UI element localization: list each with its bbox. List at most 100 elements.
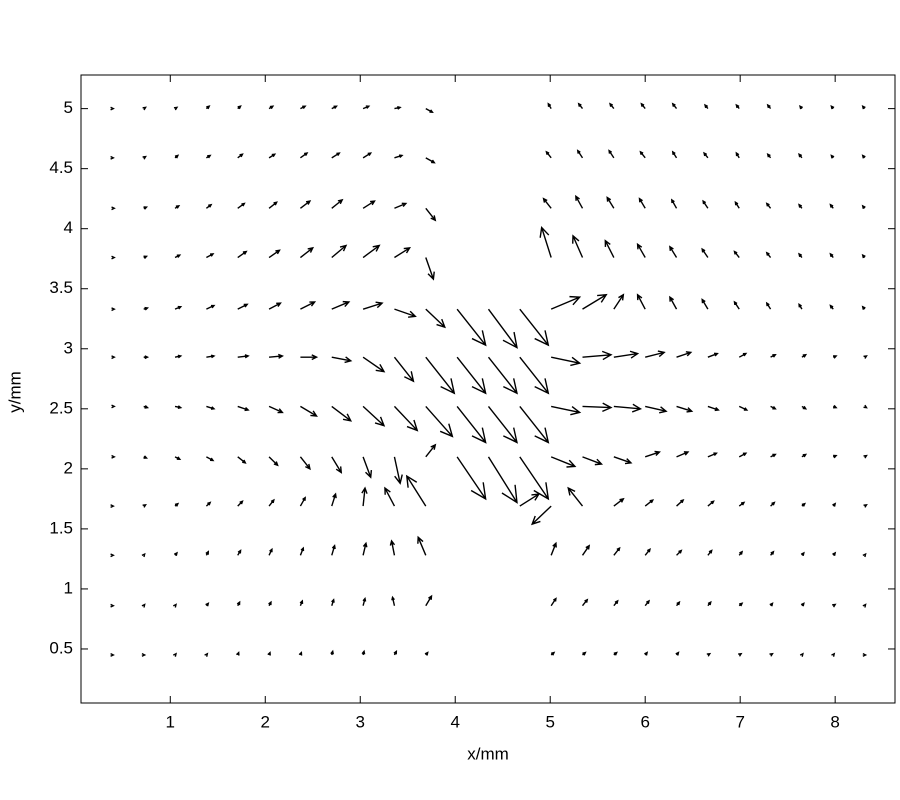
arrow [110, 603, 115, 608]
arrow [829, 203, 834, 209]
arrow [206, 456, 215, 462]
arrow [330, 649, 334, 656]
arrow [487, 308, 518, 349]
arrow [862, 603, 867, 608]
arrow [425, 308, 446, 329]
arrow [331, 456, 343, 474]
arrow [738, 652, 743, 657]
arrow [582, 350, 613, 361]
arrow [143, 405, 150, 409]
arrow [638, 197, 646, 209]
arrow [142, 106, 147, 111]
arrow [550, 597, 557, 607]
arrow [237, 105, 242, 110]
arrow [639, 150, 646, 159]
arrow [670, 198, 678, 209]
arrow [362, 541, 368, 556]
arrow [111, 206, 116, 211]
arrow [237, 202, 246, 209]
arrow [604, 239, 615, 258]
arrow [111, 255, 116, 260]
arrow [765, 301, 772, 310]
arrow [567, 486, 584, 507]
arrow [267, 651, 271, 656]
arrow [173, 106, 179, 111]
arrow [707, 600, 712, 607]
y-tick-label: 4 [64, 218, 73, 237]
arrow [425, 257, 435, 281]
arrow [581, 598, 589, 607]
arrow [733, 250, 740, 258]
arrow [863, 454, 868, 459]
arrow [519, 356, 550, 395]
arrow [362, 200, 376, 209]
arrow [393, 456, 403, 485]
arrow [394, 202, 408, 209]
arrow [237, 500, 244, 507]
arrow [394, 308, 417, 318]
arrow [832, 603, 837, 608]
y-tick-label: 3 [64, 338, 73, 357]
arrow [530, 505, 552, 526]
arrow [268, 153, 277, 159]
arrow [391, 595, 396, 606]
arrow [331, 105, 338, 110]
arrow [582, 402, 613, 412]
arrow [575, 194, 584, 209]
arrow [675, 600, 681, 607]
arrow [143, 206, 149, 210]
arrow [393, 405, 419, 432]
arrow [576, 149, 584, 159]
arrow [237, 153, 244, 159]
arrow [738, 501, 746, 507]
arrow [640, 102, 646, 110]
arrow [519, 456, 550, 501]
arrow [613, 403, 643, 413]
arrow [174, 456, 182, 460]
x-axis-label: x/mm [467, 744, 509, 763]
arrow [545, 150, 552, 159]
arrow [456, 405, 487, 444]
arrow [143, 306, 150, 311]
arrow [613, 456, 633, 465]
arrow [738, 405, 749, 411]
arrow [765, 202, 772, 209]
arrow [519, 493, 541, 507]
arrow [362, 105, 371, 110]
y-tick-label: 1.5 [49, 518, 73, 537]
arrow [174, 154, 180, 159]
arrow [300, 152, 309, 159]
arrow [832, 404, 838, 409]
arrow [362, 596, 367, 606]
arrow [770, 354, 777, 358]
arrow [519, 405, 550, 444]
arrow [669, 245, 678, 258]
arrow [143, 355, 150, 360]
arrow [141, 552, 146, 558]
arrow [707, 405, 720, 412]
arrow [362, 405, 386, 427]
arrow [613, 293, 625, 310]
arrow [703, 151, 709, 159]
arrow [236, 600, 241, 607]
arrow [362, 456, 373, 479]
arrow [539, 225, 552, 258]
arrow [550, 651, 556, 656]
x-tick-label: 2 [261, 712, 270, 731]
arrow [110, 155, 115, 160]
arrow [456, 308, 487, 347]
arrow [174, 305, 183, 310]
arrow [425, 207, 437, 222]
plot-frame [80, 74, 896, 704]
arrow [425, 157, 436, 164]
arrow [206, 253, 215, 259]
arrow [237, 456, 247, 464]
arrow [799, 104, 804, 110]
y-tick-label: 1 [64, 578, 73, 597]
arrow [862, 653, 868, 657]
arrow [111, 355, 116, 360]
arrow [237, 250, 248, 259]
arrow [799, 652, 804, 657]
arrow [206, 154, 212, 159]
